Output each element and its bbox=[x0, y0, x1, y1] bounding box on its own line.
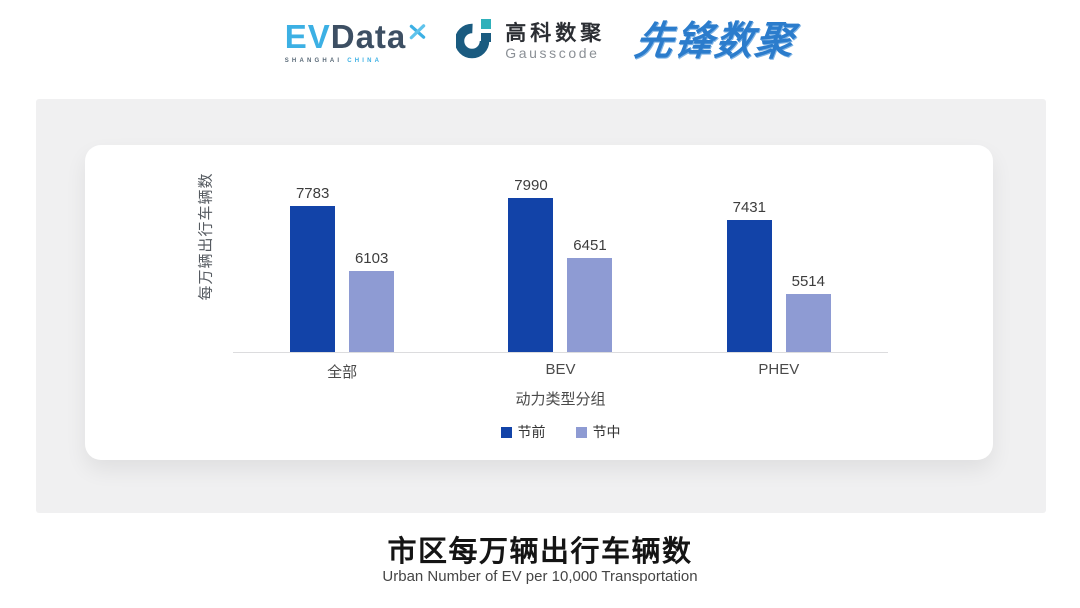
legend-swatch-mid bbox=[575, 426, 587, 438]
category-label-phev: PHEV bbox=[758, 361, 800, 378]
evdata-subtitle-china: CHINA bbox=[347, 57, 383, 64]
bar-pre-phev bbox=[726, 220, 772, 352]
header-logos: EVData SHANGHAI CHINA bbox=[0, 18, 1080, 65]
evdata-wordmark: EVData bbox=[285, 20, 427, 53]
evdata-ev-text: EV bbox=[284, 17, 331, 55]
gausscode-cn-name: 高科数聚 bbox=[505, 21, 606, 45]
legend-item-mid[interactable]: 节中 bbox=[575, 422, 621, 442]
legend-swatch-pre bbox=[500, 426, 512, 438]
legend-label-pre: 节前 bbox=[517, 424, 546, 440]
bar-column: 5514 bbox=[785, 145, 831, 352]
x-axis-title: 动力类型分组 bbox=[515, 391, 606, 408]
bar-column: 6103 bbox=[349, 145, 395, 352]
evdata-subtitle: SHANGHAI CHINA bbox=[285, 58, 382, 64]
gausscode-logo: 高科数聚 Gausscode bbox=[455, 18, 605, 65]
legend-item-pre[interactable]: 节前 bbox=[500, 422, 546, 442]
bar-mid-total bbox=[349, 271, 395, 352]
bar-value: 7783 bbox=[295, 185, 330, 202]
report-subtitle: Urban Number of EV per 10,000 Transporta… bbox=[382, 568, 698, 585]
bar-column: 7431 bbox=[726, 145, 772, 352]
gausscode-text: 高科数聚 Gausscode bbox=[505, 22, 605, 62]
evdata-data-text: Data bbox=[330, 17, 407, 55]
category-label-bev: BEV bbox=[545, 361, 576, 378]
chart-card: 每万辆出行车辆数 7783 6103 7990 bbox=[85, 145, 993, 460]
y-axis-title: 每万辆出行车辆数 bbox=[197, 172, 215, 301]
bar-group-bev: 7990 6451 bbox=[451, 145, 669, 352]
bar-column: 7990 bbox=[508, 145, 554, 352]
gausscode-g-icon bbox=[455, 18, 496, 65]
bar-mid-phev bbox=[785, 294, 831, 352]
pioneer-logo: 先锋数聚 bbox=[632, 19, 799, 64]
x-category-row: 全部 BEV PHEV bbox=[233, 361, 888, 382]
bar-pre-total bbox=[290, 206, 336, 352]
bar-value: 7431 bbox=[732, 199, 766, 216]
category-label-total: 全部 bbox=[327, 364, 358, 381]
bar-value: 7990 bbox=[514, 177, 548, 194]
bar-column: 7783 bbox=[290, 145, 336, 352]
bar-mid-bev bbox=[567, 258, 613, 352]
plot-area: 7783 6103 7990 6451 bbox=[233, 145, 888, 353]
evdata-x-icon bbox=[409, 12, 426, 45]
gausscode-en-name: Gausscode bbox=[505, 44, 600, 61]
bar-value: 5514 bbox=[791, 273, 825, 290]
legend: 节前 节中 bbox=[233, 422, 888, 442]
legend-label-mid: 节中 bbox=[592, 424, 621, 440]
bar-group-total: 7783 6103 bbox=[233, 145, 451, 352]
bar-pre-bev bbox=[508, 198, 554, 352]
bar-value: 6451 bbox=[573, 237, 607, 254]
bar-group-phev: 7431 5514 bbox=[670, 145, 888, 352]
content-panel: 每万辆出行车辆数 7783 6103 7990 bbox=[36, 99, 1046, 513]
report-title: 市区每万辆出行车辆数 bbox=[387, 536, 693, 568]
bar-value: 6103 bbox=[354, 250, 389, 267]
evdata-subtitle-shanghai: SHANGHAI bbox=[284, 57, 343, 64]
evdata-logo: EVData SHANGHAI CHINA bbox=[285, 20, 427, 64]
bar-column: 6451 bbox=[567, 145, 613, 352]
